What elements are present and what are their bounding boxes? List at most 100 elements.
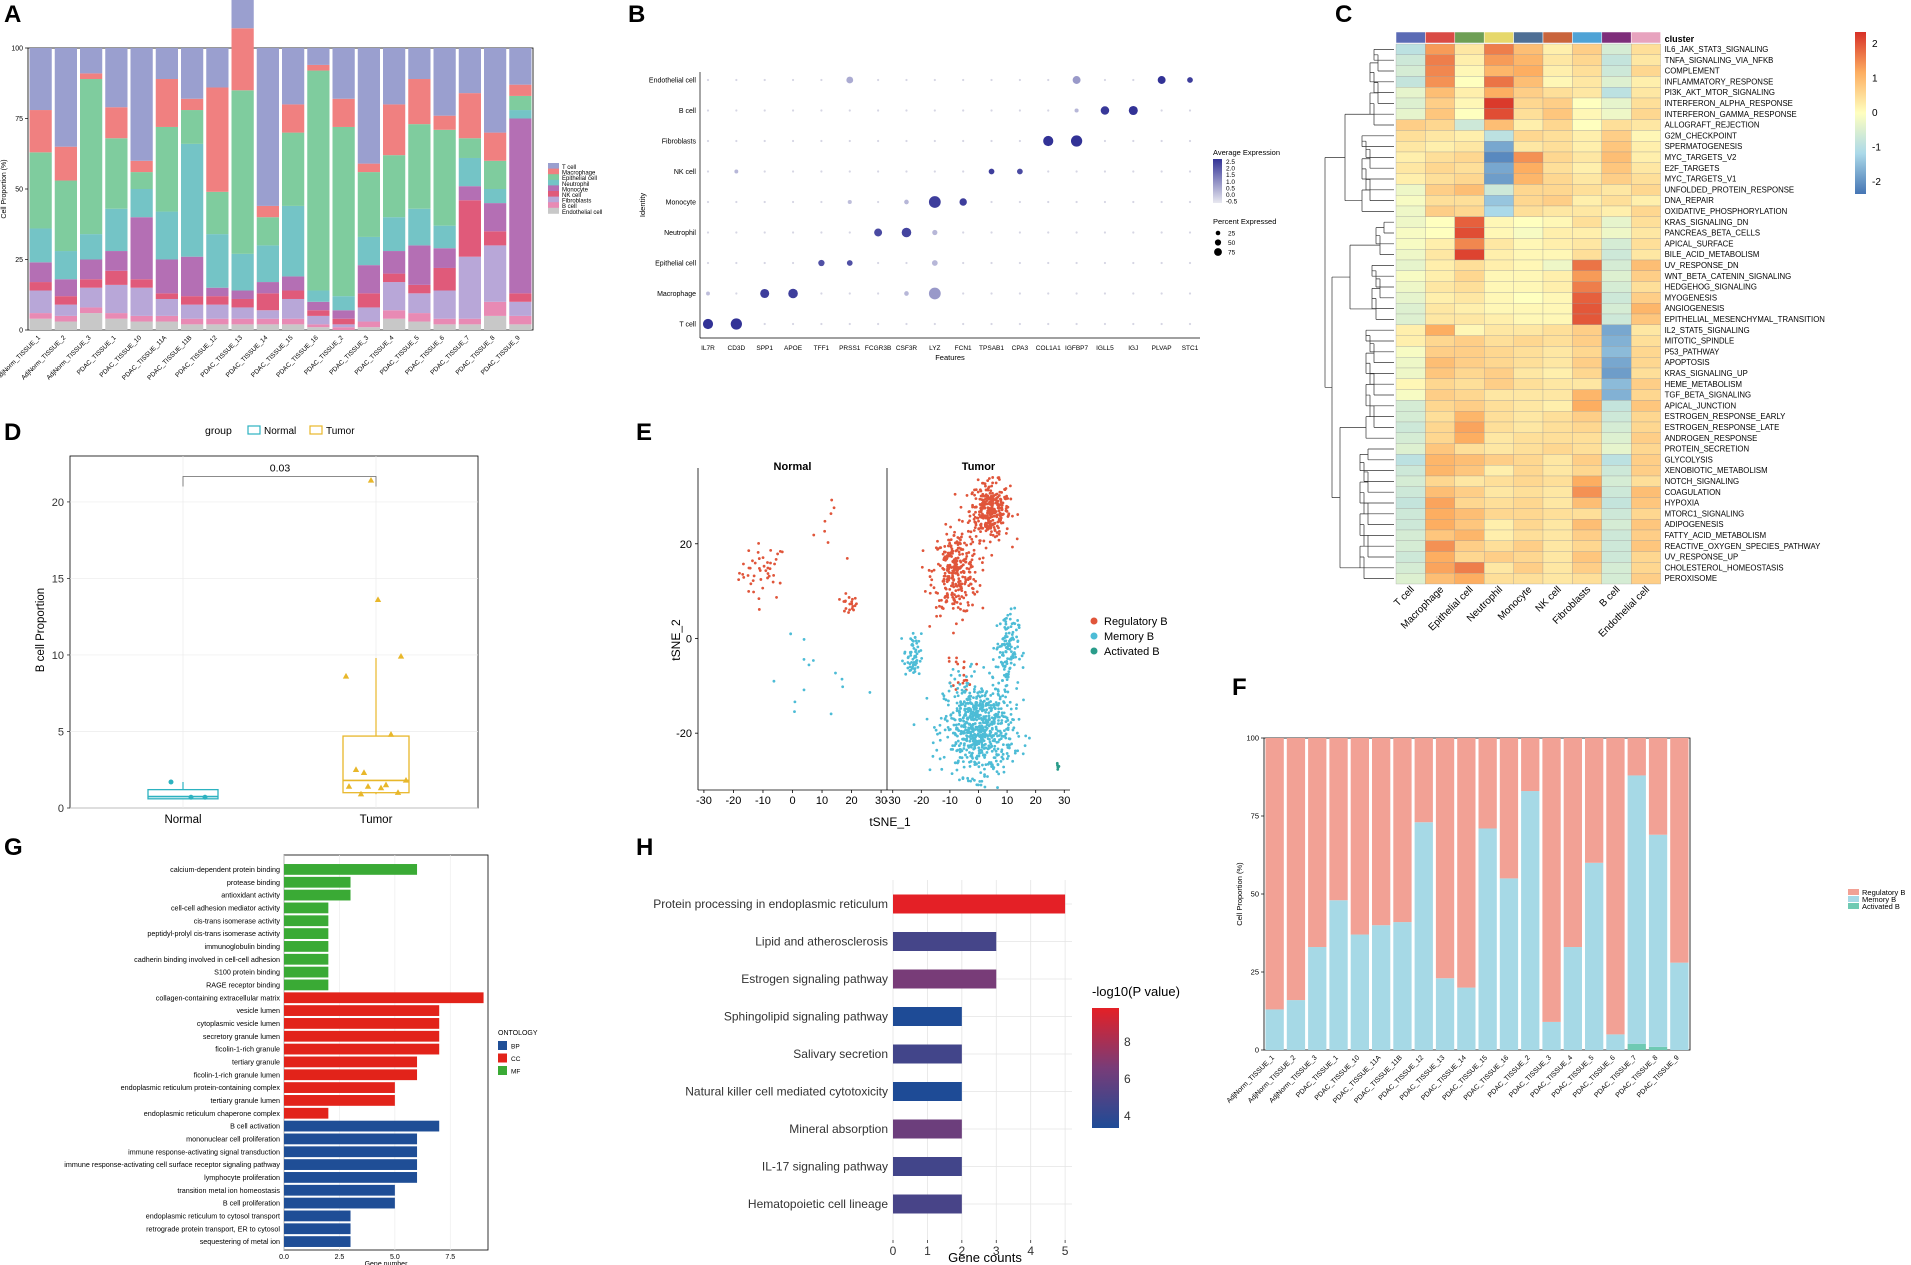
heatmap-cell bbox=[1425, 76, 1455, 88]
heatmap-cell bbox=[1454, 389, 1485, 401]
tsne-point bbox=[976, 478, 980, 482]
heatmap-cell bbox=[1542, 475, 1573, 487]
dot-background bbox=[791, 231, 795, 234]
y-tick-label: 0 bbox=[686, 633, 692, 645]
tsne-point bbox=[984, 546, 988, 550]
dot-background bbox=[1018, 78, 1021, 82]
legend-swatch bbox=[1090, 617, 1098, 625]
tsne-point bbox=[991, 692, 995, 696]
heatmap-cell bbox=[1513, 411, 1544, 423]
dot-background bbox=[990, 139, 993, 143]
heatmap-cell bbox=[1513, 486, 1544, 498]
tsne-point bbox=[949, 525, 952, 529]
dot-background bbox=[877, 322, 880, 326]
tsne-point bbox=[998, 651, 1002, 654]
heatmap-cell bbox=[1513, 529, 1544, 541]
heatmap-cell bbox=[1513, 281, 1544, 293]
dot bbox=[846, 76, 854, 84]
tsne-point bbox=[1013, 751, 1017, 755]
bar-segment bbox=[383, 251, 406, 274]
tsne-point bbox=[956, 556, 960, 560]
bar-segment bbox=[130, 172, 153, 189]
legend-label: Regulatory B bbox=[1104, 616, 1168, 628]
heatmap-cell bbox=[1395, 259, 1426, 271]
heatmap-cell bbox=[1572, 216, 1602, 228]
tsne-point bbox=[812, 533, 816, 537]
tsne-point bbox=[979, 526, 983, 530]
heatmap-cell bbox=[1484, 184, 1514, 196]
dot-background bbox=[933, 170, 936, 173]
tsne-point bbox=[1006, 690, 1010, 694]
heatmap-cell bbox=[1513, 443, 1544, 455]
bar-label: cadherin binding involved in cell-cell a… bbox=[134, 955, 280, 964]
tsne-point bbox=[974, 579, 977, 583]
cluster-annotation bbox=[1425, 31, 1456, 44]
tsne-point bbox=[945, 719, 949, 723]
tsne-point bbox=[970, 718, 973, 721]
tsne-point bbox=[1015, 687, 1019, 690]
bar bbox=[284, 1005, 440, 1016]
heatmap-cell bbox=[1454, 357, 1485, 369]
heatmap-cell bbox=[1454, 97, 1485, 109]
tsne-point bbox=[984, 494, 987, 498]
tsne-point bbox=[946, 595, 950, 599]
tsne-point bbox=[771, 580, 775, 584]
heatmap-cell bbox=[1513, 65, 1544, 77]
tsne-point bbox=[1021, 752, 1025, 756]
cluster-annotation bbox=[1395, 31, 1426, 44]
x-tick-label: -30 bbox=[696, 795, 712, 807]
heatmap-cell bbox=[1542, 573, 1573, 585]
tsne-point bbox=[1023, 744, 1027, 748]
y-tick-label: Monocyte bbox=[666, 200, 696, 207]
tsne-point bbox=[993, 756, 997, 760]
tsne-point bbox=[952, 598, 956, 601]
dot-background bbox=[1188, 200, 1192, 204]
tsne-point bbox=[969, 779, 973, 783]
tsne-point bbox=[950, 591, 954, 595]
y-axis-title: Identity bbox=[638, 193, 647, 217]
tsne-point bbox=[946, 699, 950, 703]
tsne-point bbox=[847, 611, 850, 614]
tsne-point bbox=[983, 715, 987, 719]
tsne-point bbox=[976, 490, 980, 494]
heatmap-cell bbox=[1542, 130, 1573, 142]
row-label: APOPTOSIS bbox=[1665, 358, 1710, 367]
bar-segment bbox=[54, 321, 77, 330]
tsne-point bbox=[969, 565, 973, 569]
data-point bbox=[394, 789, 402, 795]
tsne-point bbox=[1016, 619, 1020, 622]
dot-background bbox=[820, 200, 823, 204]
tsne-point bbox=[1000, 721, 1004, 725]
bar-segment bbox=[357, 172, 380, 237]
tsne-point bbox=[829, 712, 833, 716]
dot-background bbox=[1132, 261, 1135, 265]
heatmap-cell bbox=[1572, 540, 1602, 552]
color-scale-tick: 1 bbox=[1872, 74, 1878, 85]
heatmap-cell bbox=[1631, 238, 1661, 250]
heatmap-cell bbox=[1454, 151, 1485, 163]
dot-background bbox=[1018, 200, 1021, 204]
heatmap-cell bbox=[1631, 141, 1661, 153]
size-legend-tick: 50 bbox=[1228, 240, 1236, 247]
legend-swatch bbox=[498, 1066, 507, 1075]
legend-label: Memory B bbox=[1862, 895, 1896, 904]
heatmap-cell bbox=[1395, 205, 1426, 217]
heatmap-cell bbox=[1484, 335, 1514, 347]
tsne-point bbox=[971, 540, 975, 544]
heatmap-cell bbox=[1395, 389, 1426, 401]
heatmap-cell bbox=[1454, 108, 1485, 120]
bar-segment bbox=[29, 228, 52, 263]
bar-segment bbox=[231, 28, 254, 91]
bar-segment bbox=[130, 287, 153, 316]
heatmap-cell bbox=[1395, 184, 1426, 196]
plot-area bbox=[27, 47, 534, 331]
tsne-point bbox=[974, 523, 978, 527]
tsne-point bbox=[998, 697, 1002, 701]
tsne-point bbox=[997, 530, 1001, 533]
tsne-point bbox=[1020, 654, 1024, 658]
heatmap-cell bbox=[1542, 411, 1573, 423]
bar-segment bbox=[509, 324, 532, 330]
tsne-point bbox=[961, 760, 965, 763]
tsne-point bbox=[960, 595, 964, 598]
tsne-point bbox=[955, 559, 959, 563]
